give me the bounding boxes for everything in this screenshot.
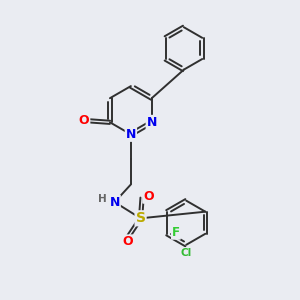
Text: N: N — [147, 116, 157, 129]
Text: O: O — [143, 190, 154, 203]
Text: O: O — [79, 114, 89, 127]
Text: N: N — [110, 196, 120, 208]
Text: S: S — [136, 211, 146, 225]
Text: O: O — [122, 236, 133, 248]
Text: H: H — [98, 194, 107, 204]
Text: N: N — [126, 128, 136, 141]
Text: Cl: Cl — [181, 248, 192, 258]
Text: F: F — [172, 226, 180, 239]
